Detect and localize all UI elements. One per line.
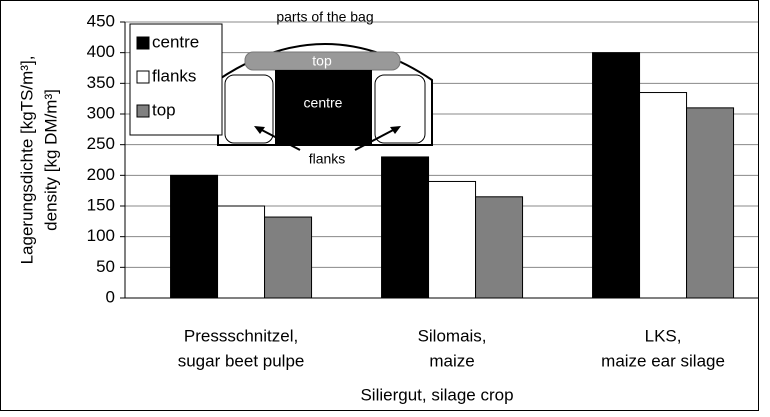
legend: centre flanks top (130, 24, 222, 135)
inset-label: flanks (309, 151, 346, 167)
legend-swatch (137, 37, 149, 49)
bar (171, 175, 218, 298)
x-tick-label: sugar beet pulpe (178, 351, 305, 370)
y-tick-label: 250 (87, 134, 115, 153)
legend-swatch (137, 105, 149, 117)
bar (218, 206, 265, 298)
y-tick-label: 50 (96, 257, 115, 276)
y-tick-label: 300 (87, 103, 115, 122)
y-tick-label: 400 (87, 42, 115, 61)
x-tick-label: maize (429, 351, 474, 370)
inset-label: top (312, 53, 332, 69)
bar (382, 157, 429, 298)
bar (265, 217, 312, 298)
y-tick-label: 200 (87, 165, 115, 184)
bar (429, 181, 476, 298)
chart: 0 50 100 150 200 250 300 350 400 450 Pressschnitz… (0, 0, 770, 412)
legend-label: flanks (152, 66, 196, 85)
y-tick-label: 450 (87, 11, 115, 30)
bag-flank (375, 75, 425, 143)
y-tick-label: 150 (87, 195, 115, 214)
legend-swatch (137, 71, 149, 83)
bar (640, 93, 687, 298)
bar (593, 53, 640, 298)
y-axis-label: density [kg DM/m³] (41, 89, 60, 231)
x-tick-label: Silomais, (418, 326, 487, 345)
y-axis-label: Lagerungsdichte [kgTS/m³], (17, 56, 36, 265)
inset-label: centre (304, 95, 343, 111)
y-tick-label: 100 (87, 226, 115, 245)
bar (687, 108, 734, 298)
bar (476, 197, 523, 298)
x-tick-label: maize ear silage (601, 351, 725, 370)
x-tick-label: LKS, (645, 326, 682, 345)
y-tick-label: 350 (87, 73, 115, 92)
x-tick-label: Pressschnitzel, (184, 326, 298, 345)
legend-label: centre (152, 32, 199, 51)
x-axis-label: Siliergut, silage crop (360, 385, 513, 404)
y-tick-label: 0 (106, 287, 115, 306)
inset-title: parts of the bag (276, 9, 373, 25)
legend-label: top (152, 100, 176, 119)
